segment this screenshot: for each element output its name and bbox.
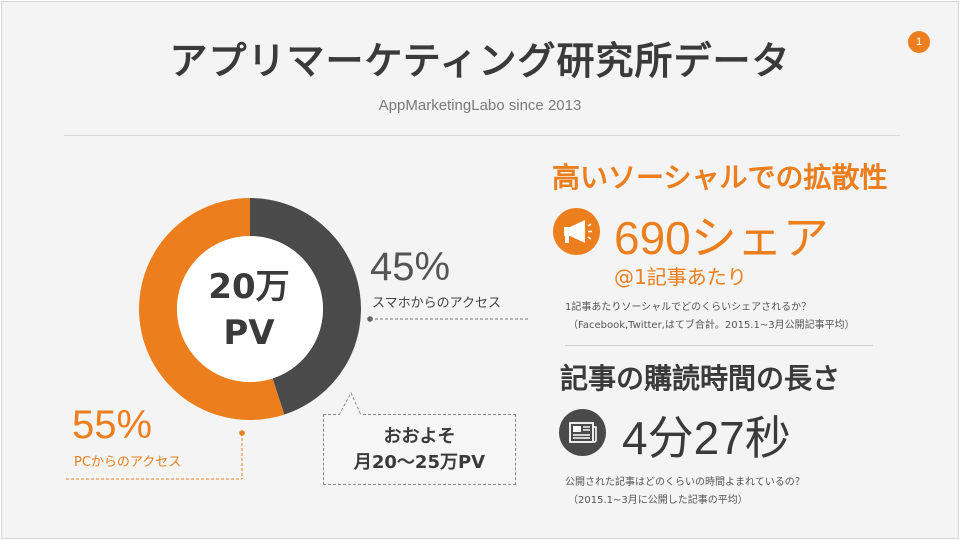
shares-stat: 690シェア <box>614 212 829 264</box>
slice-percent-phone: 45% <box>370 245 451 289</box>
slide-subtitle: AppMarketingLabo since 2013 <box>378 97 582 114</box>
monthly-pv-callout: おおよそ 月20〜25万PV <box>323 414 516 485</box>
callout-tail <box>338 391 362 416</box>
slice-percent-pc: 55% <box>72 403 153 447</box>
reading-time-stat: 4分27秒 <box>622 412 791 464</box>
newspaper-icon <box>559 409 606 456</box>
slice-label-phone: スマホからのアクセス <box>372 296 501 311</box>
right-divider <box>565 345 873 346</box>
donut-slices <box>138 198 361 420</box>
callout-line2: 月20〜25万PV <box>353 452 486 473</box>
reading-note-line2: （2015.1~3月に公開した記事の平均） <box>568 495 748 506</box>
donut-center-line1: 20万 <box>208 267 290 307</box>
donut-center-line2: PV <box>223 313 275 353</box>
page-number-badge: 1 <box>908 31 930 53</box>
reading-note-line1: 公開された記事はどのくらいの時間よまれているの？ <box>565 477 805 488</box>
donut-slice-pc <box>138 198 285 420</box>
donut-chart <box>66 198 530 480</box>
shares-note-line2: （Facebook,Twitter,はてブ合計。2015.1~3月公開記事平均） <box>568 320 855 331</box>
callout-line1: おおよそ <box>383 426 456 447</box>
slide-title: アプリマーケティング研究所データ <box>169 39 791 83</box>
shares-stat-sub: @1記事あたり <box>614 265 747 289</box>
shares-note-line1: 1記事あたりソーシャルでどのくらいシェアされるか？ <box>565 302 812 313</box>
donut-slice-phone <box>250 198 361 415</box>
header-divider <box>64 135 900 136</box>
social-heading: 高いソーシャルでの拡散性 <box>552 161 888 194</box>
slice-label-pc: PCからのアクセス <box>74 455 182 470</box>
donut-center-label: 20万 PV <box>177 264 321 356</box>
donut-hole <box>177 236 323 382</box>
reading-heading: 記事の購読時間の長さ <box>560 362 841 395</box>
megaphone-icon <box>553 208 600 255</box>
